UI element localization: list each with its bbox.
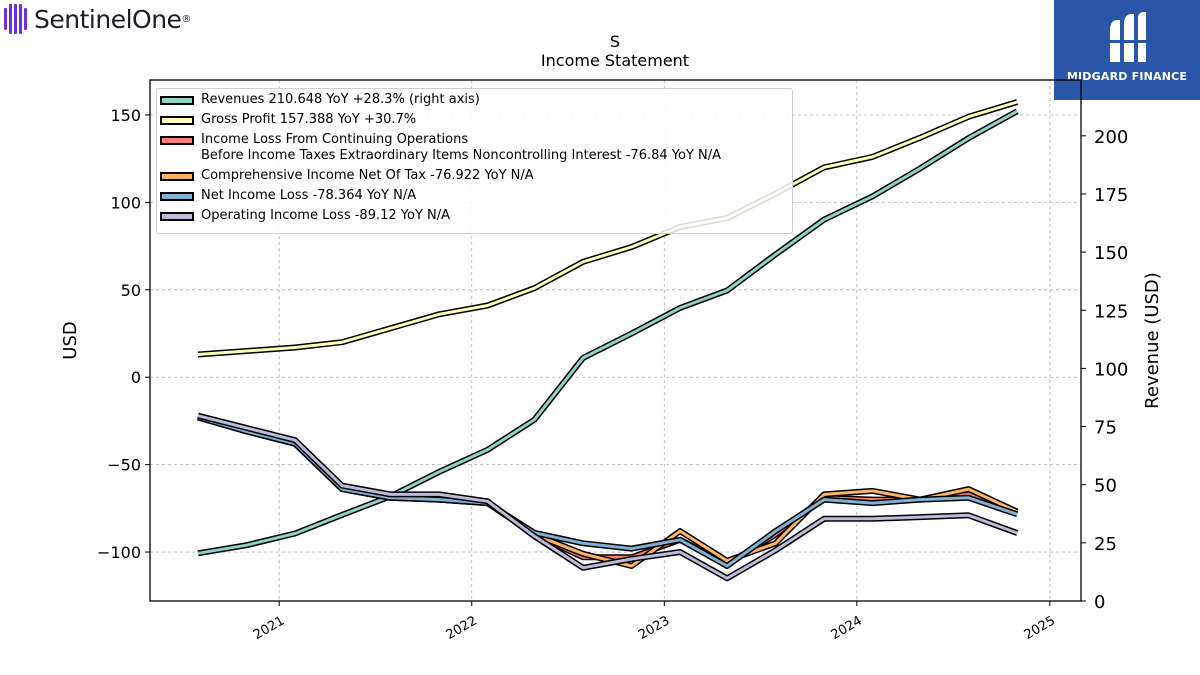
series-line-2 [197, 415, 1018, 566]
midgard-emblem-icon [1110, 12, 1146, 62]
registered-mark: ® [181, 13, 192, 25]
y-axis-label: USD [60, 321, 81, 359]
midgard-finance-name: MIDGARD FINANCE [1066, 70, 1188, 83]
y-tick-label: 50 [121, 281, 141, 300]
y-right-tick-label: 50 [1094, 476, 1117, 497]
chart-subtitle: Income Statement [540, 51, 690, 70]
series-outline-2 [197, 414, 1019, 568]
legend-swatch [160, 192, 194, 201]
y-right-tick-label: 150 [1094, 243, 1128, 264]
sentinelone-logo: SentinelOne ® [4, 4, 191, 34]
chart-title-block: S Income Statement [415, 32, 815, 70]
series-line-0 [197, 109, 1018, 555]
x-tick-label: 2022 [444, 613, 480, 643]
x-tick-label: 2024 [829, 613, 865, 643]
y-tick-label: 0 [131, 368, 141, 387]
plot-frame [149, 79, 1082, 602]
legend-item: Income Loss From Continuing Operations B… [160, 132, 792, 164]
y-right-tick-label: 175 [1094, 185, 1128, 206]
series-line-1 [197, 100, 1018, 356]
y-tick-label: −50 [107, 456, 141, 475]
chart-legend: Revenues 210.648 YoY +28.3% (right axis)… [156, 88, 793, 234]
sentinelone-logo-mark-icon [4, 4, 27, 34]
series-outline-4 [197, 414, 1019, 569]
midgard-finance-logo: MIDGARD FINANCE [1054, 0, 1200, 100]
y-right-tick-label: 25 [1094, 534, 1117, 555]
y-right-tick-label: 0 [1094, 592, 1105, 613]
y-right-tick-label: 100 [1094, 359, 1128, 380]
legend-swatch [160, 212, 194, 221]
y-tick-label: 150 [110, 106, 141, 125]
y-right-axis-label: Revenue (USD) [1142, 272, 1163, 409]
legend-item: Comprehensive Income Net Of Tax -76.922 … [160, 168, 792, 184]
y-tick-label: −100 [97, 543, 141, 562]
legend-item: Operating Income Loss -89.12 YoY N/A [160, 208, 792, 224]
x-tick-label: 2021 [251, 613, 287, 643]
chart-title: S [609, 32, 621, 51]
legend-swatch [160, 96, 194, 105]
legend-item: Gross Profit 157.388 YoY +30.7% [160, 112, 792, 128]
legend-swatch [160, 116, 194, 125]
legend-item: Net Income Loss -78.364 YoY N/A [160, 188, 792, 204]
legend-label: Gross Profit 157.388 YoY +30.7% [201, 112, 417, 127]
series-line-5 [197, 414, 1018, 580]
y-tick-label: 100 [110, 193, 141, 212]
x-tick-label: 2025 [1022, 613, 1058, 643]
y-right-tick-label: 125 [1094, 301, 1128, 322]
x-tick-label: 2023 [636, 613, 672, 643]
y-right-tick-label: 200 [1094, 127, 1128, 148]
legend-label: Operating Income Loss -89.12 YoY N/A [201, 208, 451, 223]
legend-label: Net Income Loss -78.364 YoY N/A [201, 188, 417, 203]
legend-swatch [160, 136, 194, 145]
legend-label: Revenues 210.648 YoY +28.3% (right axis) [201, 92, 480, 107]
legend-label: Comprehensive Income Net Of Tax -76.922 … [201, 168, 534, 183]
sentinelone-wordmark: SentinelOne [34, 4, 182, 34]
legend-label: Income Loss From Continuing Operations B… [201, 132, 722, 163]
legend-swatch [160, 172, 194, 181]
y-right-tick-label: 75 [1094, 418, 1117, 439]
legend-item: Revenues 210.648 YoY +28.3% (right axis) [160, 92, 792, 108]
